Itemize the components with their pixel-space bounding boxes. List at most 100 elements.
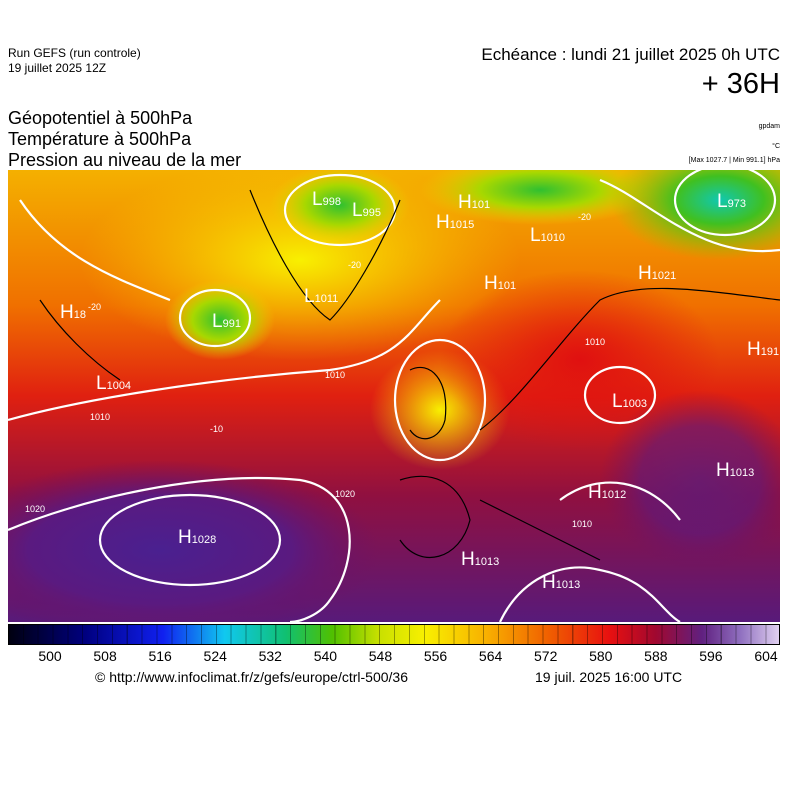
field <box>420 170 660 225</box>
lead-time: + 36H <box>701 68 780 100</box>
isobar-label: 1010 <box>572 519 592 529</box>
center-value: 1004 <box>107 380 131 392</box>
center-kind: H <box>638 263 652 284</box>
center-kind: H <box>542 572 556 593</box>
center-value: 991 <box>223 318 241 330</box>
unit-label: [Max 1027.7 | Min 991.1] hPa <box>688 157 780 164</box>
center-value: 1013 <box>556 579 580 591</box>
isobar-label: 1020 <box>335 489 355 499</box>
field <box>270 170 410 245</box>
isobar-label: 1010 <box>325 370 345 380</box>
isobar-label: 1010 <box>90 412 110 422</box>
center-value: 1003 <box>623 398 647 410</box>
center-label: L1010 <box>530 225 565 246</box>
center-value: 1010 <box>541 232 565 244</box>
center-value: 1015 <box>450 219 474 231</box>
center-value: 1013 <box>730 467 754 479</box>
source-url: © http://www.infoclimat.fr/z/gefs/europe… <box>95 669 409 685</box>
center-label: L998 <box>312 189 341 210</box>
center-label: H1015 <box>436 212 474 233</box>
center-kind: H <box>747 339 761 360</box>
center-label: H1028 <box>178 527 216 548</box>
colorbar-tick-label: 548 <box>368 648 393 664</box>
colorbar-tick-label: 556 <box>423 648 448 664</box>
center-label: H101 <box>458 192 490 213</box>
center-label: L1004 <box>96 373 131 394</box>
colorbar-tick-label: 540 <box>313 648 338 664</box>
center-kind: H <box>178 527 192 548</box>
center-kind: H <box>461 549 475 570</box>
center-kind: L <box>312 189 323 210</box>
center-kind: H <box>60 302 74 323</box>
center-value: 1013 <box>475 556 499 568</box>
center-label: H18 <box>60 302 86 323</box>
colorbar-tick-label: 580 <box>589 648 613 664</box>
colorbar-tick-label: 596 <box>699 648 723 664</box>
center-value: 1012 <box>602 489 626 501</box>
isobar-label: -20 <box>88 302 101 312</box>
center-kind: L <box>530 225 541 246</box>
colorbar-tick-label: 572 <box>534 648 558 664</box>
colorbar-tick-label: 508 <box>93 648 117 664</box>
center-value: 101 <box>498 280 516 292</box>
center-label: H1013 <box>542 572 580 593</box>
colorbar <box>8 624 780 645</box>
center-kind: L <box>717 191 728 212</box>
center-kind: H <box>436 212 450 233</box>
isobars <box>8 170 780 622</box>
isobar-label: 1010 <box>585 337 605 347</box>
run-date: 19 juillet 2025 12Z <box>8 61 107 75</box>
field <box>600 390 780 570</box>
center-label: L1011 <box>304 286 338 307</box>
center-kind: H <box>484 273 498 294</box>
title-line: Température à 500hPa <box>8 129 192 149</box>
center-kind: H <box>588 482 602 503</box>
center-kind: L <box>304 286 315 307</box>
run-label: Run GEFS (run controle) <box>8 46 141 60</box>
colorbar-tick-label: 564 <box>478 648 503 664</box>
generated-time: 19 juil. 2025 16:00 UTC <box>535 669 683 685</box>
coastlines <box>39 189 780 561</box>
isobar-label: 1020 <box>25 504 45 514</box>
field <box>610 170 780 260</box>
center-label: L995 <box>352 200 381 221</box>
colorbar-tick-label: 500 <box>38 648 62 664</box>
colorbar-cells <box>9 625 779 644</box>
center-label: H191 <box>747 339 779 360</box>
isobar-label: -20 <box>348 260 361 270</box>
center-value: 995 <box>363 207 381 219</box>
center-value: 101 <box>472 199 490 211</box>
forecast-time: Echéance : lundi 21 juillet 2025 0h UTC <box>481 45 780 64</box>
center-value: 973 <box>728 198 746 210</box>
center-kind: L <box>212 311 223 332</box>
center-kind: L <box>96 373 107 394</box>
colorbar-tick-label: 604 <box>754 648 778 664</box>
center-value: 1011 <box>315 293 339 305</box>
unit-label: °C <box>772 143 780 150</box>
unit-label: gpdam <box>758 123 780 130</box>
center-value: 191 <box>761 346 779 358</box>
center-label: H1013 <box>716 460 754 481</box>
center-label: H101 <box>484 273 516 294</box>
center-label: L973 <box>717 191 746 212</box>
map: L998 L995 H101 H1015 L1010 L973 H1021 H1… <box>8 170 780 622</box>
title-line: Géopotentiel à 500hPa <box>8 108 193 128</box>
contour-labels: 1010 1010 1020 1020 1010 1010 -20 -20 -2… <box>25 212 605 529</box>
center-kind: H <box>716 460 730 481</box>
center-value: 18 <box>74 309 86 321</box>
center-kind: L <box>352 200 363 221</box>
colorbar-tick-label: 532 <box>258 648 282 664</box>
pressure-centers: L998 L995 H101 H1015 L1010 L973 H1021 H1… <box>60 189 779 593</box>
colorbar-tick-label: 516 <box>148 648 172 664</box>
center-label: L1003 <box>612 391 647 412</box>
isobar-label: -20 <box>578 212 591 222</box>
center-value: 1028 <box>192 534 216 546</box>
colorbar-tick-label: 588 <box>644 648 668 664</box>
center-label: H1013 <box>461 549 499 570</box>
center-value: 1021 <box>652 270 676 282</box>
isobar-label: -10 <box>210 424 223 434</box>
center-label: H1012 <box>588 482 626 503</box>
center-label: H1021 <box>638 263 676 284</box>
center-value: 998 <box>323 196 341 208</box>
colorbar-tick-label: 524 <box>203 648 227 664</box>
